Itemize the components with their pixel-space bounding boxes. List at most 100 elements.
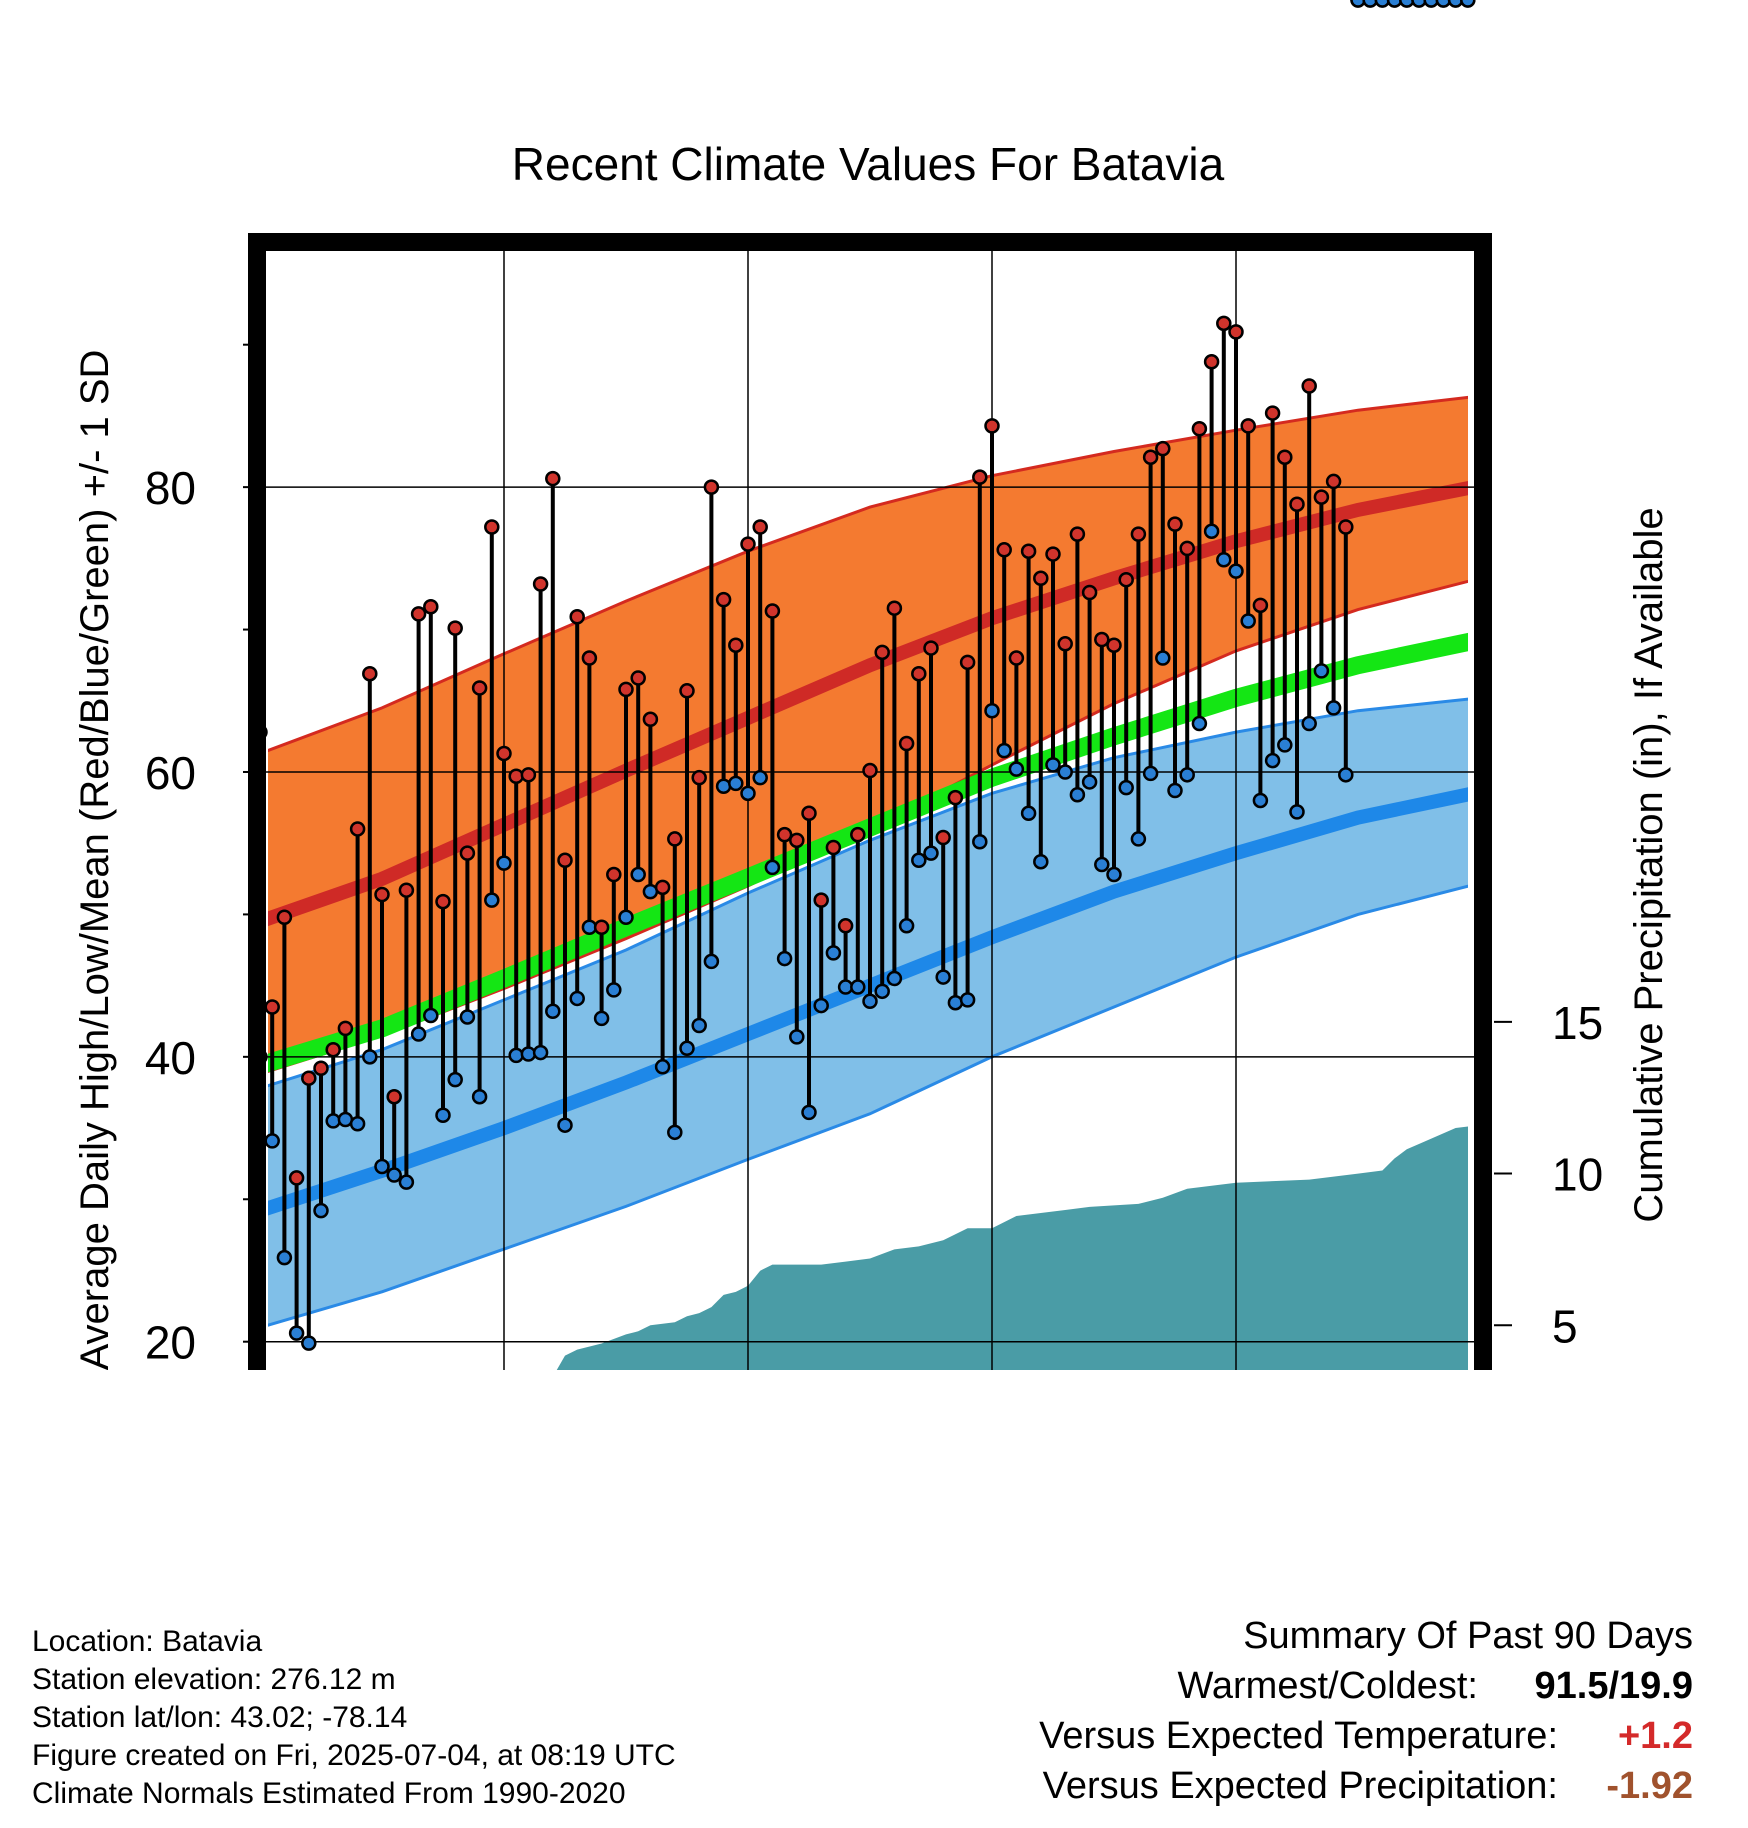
low-lower-edge <box>268 884 1468 1327</box>
daily-high-point <box>837 918 854 934</box>
daily-low-point <box>1191 715 1208 732</box>
daily-low-point <box>789 1029 805 1045</box>
daily-high-point <box>752 519 768 535</box>
daily-low-point <box>606 982 622 998</box>
y-tick-label: 60 <box>145 747 196 799</box>
daily-low-point <box>496 855 512 871</box>
daily-low-point <box>1325 700 1342 716</box>
daily-low-point <box>764 859 781 876</box>
daily-low-point <box>1081 774 1098 790</box>
daily-low-point <box>984 702 1000 719</box>
daily-high-point <box>1228 324 1244 340</box>
daily-high-point <box>398 882 415 898</box>
daily-low-point <box>288 1325 305 1341</box>
daily-low-point <box>1362 0 1378 8</box>
daily-high-point <box>362 665 378 682</box>
daily-low-point <box>996 742 1012 759</box>
daily-high-point <box>1325 473 1342 490</box>
low-sd-band <box>268 699 1468 1326</box>
daily-low-point <box>667 1124 683 1141</box>
daily-high-point <box>484 519 500 535</box>
daily-high-point <box>667 831 683 847</box>
daily-low-point <box>850 979 866 995</box>
daily-low-point <box>349 1116 366 1132</box>
daily-observations <box>252 0 1476 1351</box>
daily-high-point <box>288 1170 305 1186</box>
daily-high-point <box>1216 315 1232 332</box>
daily-low-point <box>947 994 964 1011</box>
daily-low-point <box>1155 650 1171 666</box>
daily-high-point <box>423 599 439 615</box>
daily-high-point <box>471 680 488 696</box>
daily-high-point <box>374 886 390 903</box>
daily-low-point <box>459 1009 476 1025</box>
daily-high-point <box>935 829 951 846</box>
daily-low-point <box>1094 856 1110 873</box>
plot-frame <box>248 233 1492 1370</box>
daily-low-point <box>1399 0 1415 8</box>
daily-high-point <box>984 418 1000 434</box>
daily-high-point <box>1155 440 1171 457</box>
daily-low-point <box>447 1071 463 1088</box>
daily-low-point <box>825 945 842 961</box>
precip-anomaly-value: -1.92 <box>1606 1765 1693 1807</box>
daily-low-point <box>374 1158 390 1175</box>
y-tick-label: 20 <box>145 1317 196 1369</box>
daily-low-point <box>1057 764 1073 780</box>
axes: 20406080051015Apr 15May 05May 25Jun 14To… <box>73 343 1671 1370</box>
daily-high-point <box>386 1088 402 1105</box>
temp-anomaly-label: Versus Expected Temperature: <box>1039 1715 1558 1757</box>
daily-low-point <box>1411 0 1427 8</box>
daily-high-point <box>520 767 537 783</box>
daily-high-point <box>898 735 915 752</box>
daily-low-point <box>1338 767 1354 783</box>
daily-low-point <box>1435 0 1452 8</box>
daily-high-point <box>886 600 903 616</box>
daily-low-point <box>532 1044 549 1061</box>
daily-high-point <box>1081 584 1098 601</box>
daily-high-point <box>1057 636 1073 652</box>
daily-low-point <box>935 969 951 985</box>
daily-high-point <box>923 640 939 656</box>
y-axis-label: Average Daily High/Low/Mean (Red/Blue/Gr… <box>73 350 117 1370</box>
daily-high-point <box>947 789 964 806</box>
daily-high-point <box>703 479 720 495</box>
daily-high-point <box>569 608 585 625</box>
daily-high-point <box>435 893 451 910</box>
daily-low-point <box>362 1049 378 1065</box>
daily-low-point <box>1020 805 1037 822</box>
daily-low-point <box>1350 0 1366 8</box>
precip-area <box>556 1126 1468 1370</box>
daily-low-point <box>1264 752 1281 769</box>
daily-low-point <box>1447 0 1464 8</box>
daily-low-point <box>776 950 793 967</box>
daily-high-point <box>1289 496 1305 512</box>
daily-high-point <box>545 470 561 487</box>
daily-low-point <box>313 1202 329 1219</box>
daily-high-point <box>959 654 976 671</box>
daily-low-point <box>508 1047 524 1064</box>
daily-high-point <box>618 681 634 698</box>
daily-high-point <box>1191 420 1208 437</box>
climate-chart: Recent Climate Values For Batavia 90Days… <box>73 0 1671 1370</box>
elevation-text: Station elevation: 276.12 m <box>32 1663 396 1696</box>
daily-high-point <box>764 603 781 619</box>
daily-low-point <box>1277 737 1293 753</box>
daily-low-point <box>1106 866 1122 883</box>
daily-low-point <box>423 1007 439 1024</box>
daily-low-point <box>801 1104 817 1121</box>
daily-high-point <box>1338 519 1354 535</box>
daily-high-point <box>264 999 280 1015</box>
daily-high-point <box>715 591 732 608</box>
daily-low-point <box>410 1026 427 1042</box>
daily-low-point <box>923 845 939 861</box>
daily-low-point <box>593 1010 610 1027</box>
daily-low-point <box>1069 787 1086 803</box>
daily-high-point <box>1301 378 1317 394</box>
daily-low-point <box>752 769 768 786</box>
daily-low-point <box>898 918 915 934</box>
daily-high-point <box>581 650 598 666</box>
precipitation-area <box>556 1126 1468 1370</box>
daily-low-point <box>545 1003 561 1020</box>
high-upper-edge <box>268 395 1468 753</box>
